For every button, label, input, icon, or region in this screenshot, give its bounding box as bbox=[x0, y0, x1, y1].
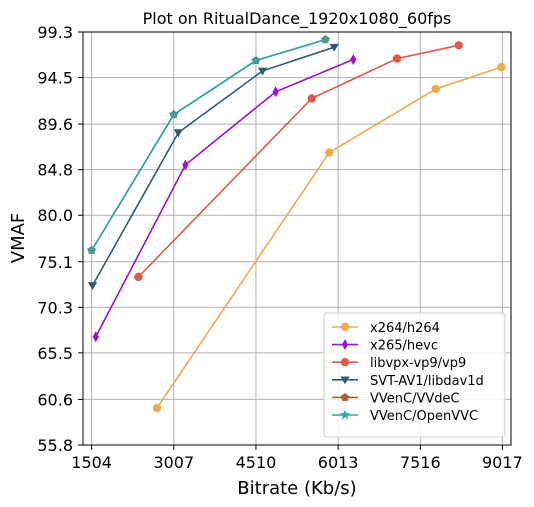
data-point bbox=[153, 404, 161, 412]
series-line bbox=[92, 40, 326, 251]
legend: x264/h264 x265/hevc libvpx-vp9/vp9 SVT-AV1/… bbox=[324, 313, 505, 437]
x-tick-label: 1504 bbox=[71, 453, 112, 472]
x-tick-label: 4510 bbox=[236, 453, 277, 472]
series-line bbox=[138, 45, 458, 277]
legend-label: VVenC/OpenVVC bbox=[370, 409, 478, 424]
data-point bbox=[88, 282, 97, 290]
x-axis-label: Bitrate (Kb/s) bbox=[237, 478, 356, 499]
data-point bbox=[174, 129, 183, 137]
y-axis-label: VMAF bbox=[8, 213, 29, 264]
data-point bbox=[325, 148, 333, 156]
y-tick-label: 65.5 bbox=[37, 344, 73, 363]
y-tick-label: 89.6 bbox=[37, 115, 73, 134]
y-tick-label: 60.6 bbox=[37, 390, 73, 409]
legend-label: libvpx-vp9/vp9 bbox=[370, 356, 466, 371]
legend-marker bbox=[341, 358, 349, 366]
series-line bbox=[92, 40, 326, 251]
y-axis: 55.8 60.6 65.5 70.3 75.1 80.0 84.8 89.6 94.5 99.3 bbox=[37, 23, 83, 455]
x-axis: 1504 3007 4510 6013 7516 9017 bbox=[71, 445, 522, 472]
series-4 bbox=[87, 35, 329, 254]
data-point bbox=[258, 68, 267, 76]
y-tick-label: 84.8 bbox=[37, 161, 73, 180]
y-tick-label: 55.8 bbox=[37, 436, 73, 455]
legend-label: VVenC/VVdeC bbox=[370, 391, 460, 406]
data-point bbox=[455, 41, 463, 49]
y-tick-label: 94.5 bbox=[37, 69, 73, 88]
y-tick-label: 80.0 bbox=[37, 206, 73, 225]
legend-label: x265/hevc bbox=[370, 339, 438, 354]
series-5 bbox=[86, 34, 331, 255]
series-1 bbox=[93, 54, 357, 342]
x-tick-label: 9017 bbox=[482, 453, 523, 472]
chart-title: Plot on RitualDance_1920x1080_60fps bbox=[143, 9, 452, 29]
data-point bbox=[273, 86, 279, 97]
legend-marker bbox=[341, 323, 349, 331]
data-point bbox=[350, 54, 356, 65]
y-tick-label: 70.3 bbox=[37, 298, 73, 317]
data-point bbox=[432, 85, 440, 93]
data-point bbox=[497, 63, 505, 71]
x-tick-label: 3007 bbox=[153, 453, 194, 472]
y-tick-label: 75.1 bbox=[37, 253, 73, 272]
legend-label: x264/h264 bbox=[370, 321, 440, 336]
data-point bbox=[308, 94, 316, 102]
x-tick-label: 6013 bbox=[318, 453, 359, 472]
y-tick-label: 99.3 bbox=[37, 23, 73, 42]
x-tick-label: 7516 bbox=[400, 453, 441, 472]
data-point bbox=[134, 273, 142, 281]
data-point bbox=[393, 54, 401, 62]
legend-label: SVT-AV1/libdav1d bbox=[370, 374, 484, 389]
